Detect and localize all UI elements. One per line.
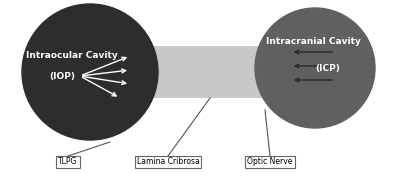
Polygon shape: [140, 46, 285, 98]
Text: (ICP): (ICP): [316, 63, 340, 72]
Circle shape: [255, 8, 375, 128]
Text: Intraocular Cavity: Intraocular Cavity: [26, 50, 118, 59]
Text: Optic Nerve: Optic Nerve: [247, 158, 293, 167]
Text: Lamina Cribrosa: Lamina Cribrosa: [137, 158, 199, 167]
Text: TLPG: TLPG: [58, 158, 78, 167]
Circle shape: [22, 4, 158, 140]
Text: (IOP): (IOP): [49, 72, 75, 81]
Text: Intracranial Cavity: Intracranial Cavity: [266, 38, 360, 47]
